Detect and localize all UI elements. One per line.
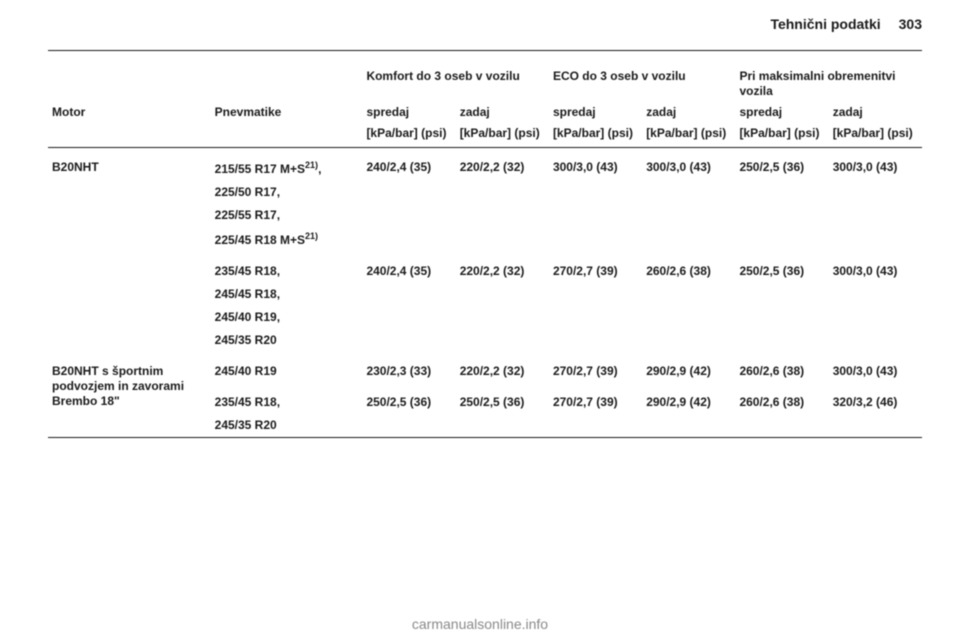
value-cell: 290/2,9 (42)	[642, 383, 735, 438]
tyre-cell: 225/50 R17,	[211, 181, 363, 204]
col-group-comfort: Komfort do 3 oseb v vozilu	[362, 59, 549, 103]
col-units: [kPa/bar] (psi)	[456, 124, 549, 148]
col-label-rear: zadaj	[642, 103, 735, 124]
value-cell: 260/2,6 (38)	[735, 352, 828, 383]
col-label-front: spredaj	[735, 103, 828, 124]
value-cell: 300/3,0 (43)	[642, 156, 735, 252]
value-cell: 290/2,9 (42)	[642, 352, 735, 383]
page: Tehnični podatki 303 Komfort do 3 oseb v…	[0, 0, 960, 642]
rule-bottom	[48, 438, 922, 447]
col-label-front: spredaj	[362, 103, 455, 124]
value-cell: 250/2,5 (36)	[362, 383, 455, 438]
value-cell: 270/2,7 (39)	[549, 352, 642, 383]
tyre-cell: 245/35 R20	[211, 414, 363, 438]
tyre-cell: 245/40 R19	[211, 352, 363, 383]
tyre-cell: 245/40 R19,	[211, 306, 363, 329]
value-cell: 270/2,7 (39)	[549, 383, 642, 438]
motor-cell: B20NHT s športnim podvozjem in zavorami …	[48, 352, 211, 438]
section-title: Tehnični podatki	[770, 16, 880, 32]
page-number: 303	[899, 16, 922, 32]
tyre-cell: 245/35 R20	[211, 329, 363, 352]
value-cell: 300/3,0 (43)	[829, 156, 922, 252]
col-units: [kPa/bar] (psi)	[549, 124, 642, 148]
col-units: [kPa/bar] (psi)	[735, 124, 828, 148]
value-cell: 300/3,0 (43)	[829, 252, 922, 352]
col-label-motor: Motor	[48, 103, 211, 124]
value-cell: 270/2,7 (39)	[549, 252, 642, 352]
tyre-cell: 245/45 R18,	[211, 283, 363, 306]
col-group-max: Pri maksimalni obremenitvi vozila	[735, 59, 922, 103]
col-units: [kPa/bar] (psi)	[642, 124, 735, 148]
col-units: [kPa/bar] (psi)	[362, 124, 455, 148]
blank	[211, 124, 363, 148]
blank	[211, 59, 363, 103]
value-cell: 320/3,2 (46)	[829, 383, 922, 438]
value-cell: 300/3,0 (43)	[829, 352, 922, 383]
value-cell: 260/2,6 (38)	[642, 252, 735, 352]
motor-cell: B20NHT	[48, 156, 211, 352]
blank	[48, 59, 211, 103]
col-label-rear: zadaj	[456, 103, 549, 124]
tyre-cell: 215/55 R17 M+S21),	[211, 156, 363, 181]
tyre-cell: 225/55 R17,	[211, 204, 363, 227]
page-header: Tehnični podatki 303	[48, 16, 922, 32]
tyre-cell: 225/45 R18 M+S21)	[211, 227, 363, 252]
col-group-eco: ECO do 3 oseb v vozilu	[549, 59, 736, 103]
tyre-cell: 235/45 R18,	[211, 383, 363, 414]
tyre-cell: 235/45 R18,	[211, 252, 363, 283]
col-label-rear: zadaj	[829, 103, 922, 124]
value-cell: 240/2,4 (35)	[362, 156, 455, 252]
value-cell: 220/2,2 (32)	[456, 156, 549, 252]
tyre-pressure-table: Komfort do 3 oseb v vozilu ECO do 3 oseb…	[48, 50, 922, 446]
rule	[48, 148, 922, 157]
col-label-tyres: Pnevmatike	[211, 103, 363, 124]
value-cell: 250/2,5 (36)	[456, 383, 549, 438]
value-cell: 230/2,3 (33)	[362, 352, 455, 383]
value-cell: 220/2,2 (32)	[456, 352, 549, 383]
value-cell: 260/2,6 (38)	[735, 383, 828, 438]
value-cell: 300/3,0 (43)	[549, 156, 642, 252]
value-cell: 240/2,4 (35)	[362, 252, 455, 352]
col-units: [kPa/bar] (psi)	[829, 124, 922, 148]
value-cell: 220/2,2 (32)	[456, 252, 549, 352]
blank	[48, 124, 211, 148]
col-label-front: spredaj	[549, 103, 642, 124]
footer-url: carmanualsonline.info	[0, 616, 960, 632]
value-cell: 250/2,5 (36)	[735, 156, 828, 252]
value-cell: 250/2,5 (36)	[735, 252, 828, 352]
rule-top	[48, 51, 922, 60]
